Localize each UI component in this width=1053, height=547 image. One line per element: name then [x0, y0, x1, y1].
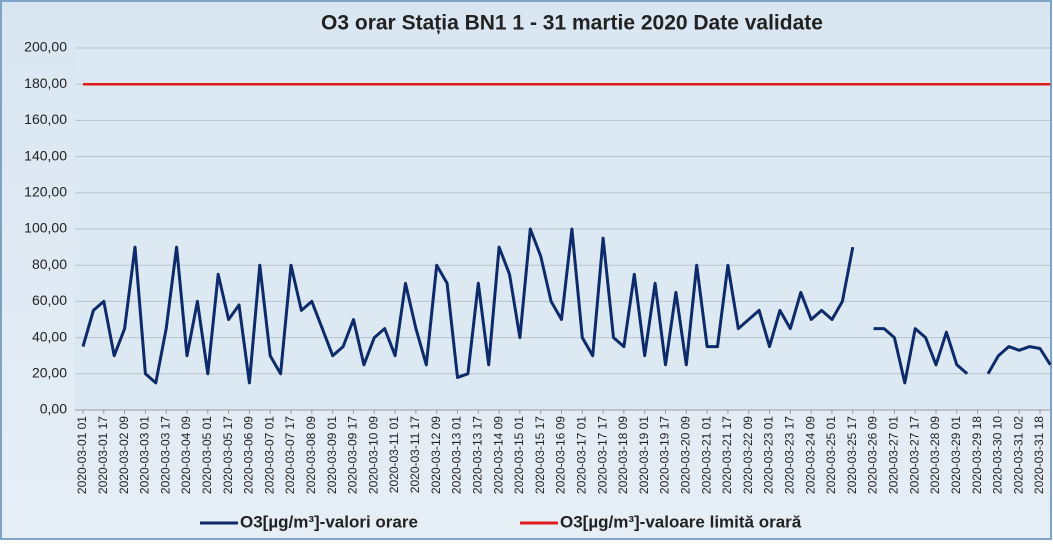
x-tick-label: 2020-03-29 18	[970, 416, 984, 494]
x-tick-label: 2020-03-29 01	[949, 416, 963, 494]
x-tick-label: 2020-03-10 09	[366, 416, 380, 494]
x-tick-label: 2020-03-08 09	[304, 416, 318, 494]
x-tick-label: 2020-03-19 01	[637, 416, 651, 494]
x-tick-label: 2020-03-12 09	[429, 416, 443, 494]
x-tick-label: 2020-03-17 17	[595, 416, 609, 494]
x-tick-label: 2020-03-27 01	[887, 416, 901, 494]
x-tick-label: 2020-03-30 10	[991, 416, 1005, 494]
y-tick-label: 0,00	[40, 401, 67, 417]
x-tick-label: 2020-03-19 17	[658, 416, 672, 494]
x-tick-label: 2020-03-01 01	[75, 416, 89, 494]
x-tick-label: 2020-03-11 01	[387, 416, 401, 494]
x-tick-label: 2020-03-09 17	[346, 416, 360, 494]
x-tick-label: 2020-03-13 17	[470, 416, 484, 494]
x-tick-label: 2020-03-22 09	[741, 416, 755, 494]
x-tick-label: 2020-03-07 01	[262, 416, 276, 494]
x-tick-label: 2020-03-28 09	[928, 416, 942, 494]
x-tick-label: 2020-03-23 01	[762, 416, 776, 494]
y-tick-label: 160,00	[24, 111, 67, 127]
x-tick-label: 2020-03-31 02	[1011, 416, 1025, 494]
x-tick-label: 2020-03-04 09	[179, 416, 193, 494]
x-tick-label: 2020-03-13 01	[450, 416, 464, 494]
y-tick-label: 200,00	[24, 39, 67, 55]
x-tick-label: 2020-03-11 17	[408, 416, 422, 494]
y-tick-label: 140,00	[24, 147, 67, 163]
x-tick-label: 2020-03-23 17	[783, 416, 797, 494]
x-tick-label: 2020-03-15 01	[512, 416, 526, 494]
x-tick-label: 2020-03-05 01	[200, 416, 214, 494]
x-tick-label: 2020-03-31 18	[1032, 416, 1046, 494]
y-tick-label: 20,00	[32, 365, 67, 381]
y-tick-label: 100,00	[24, 220, 67, 236]
legend-label: O3[µg/m³]-valori orare	[240, 512, 418, 531]
x-tick-label: 2020-03-25 17	[845, 416, 859, 494]
y-tick-label: 120,00	[24, 184, 67, 200]
y-tick-label: 40,00	[32, 328, 67, 344]
series-line	[81, 227, 1052, 385]
x-tick-label: 2020-03-02 09	[117, 416, 131, 494]
x-tick-label: 2020-03-16 09	[554, 416, 568, 494]
x-tick-label: 2020-03-17 01	[574, 416, 588, 494]
x-tick-label: 2020-03-09 01	[325, 416, 339, 494]
x-tick-label: 2020-03-03 17	[158, 416, 172, 494]
x-tick-label: 2020-03-01 17	[96, 416, 110, 494]
x-tick-label: 2020-03-05 17	[221, 416, 235, 494]
x-tick-label: 2020-03-06 09	[242, 416, 256, 494]
x-tick-label: 2020-03-07 17	[283, 416, 297, 494]
x-tick-label: 2020-03-24 09	[803, 416, 817, 494]
x-tick-label: 2020-03-03 01	[138, 416, 152, 494]
x-tick-label: 2020-03-18 09	[616, 416, 630, 494]
x-tick-label: 2020-03-25 01	[824, 416, 838, 494]
x-tick-label: 2020-03-15 17	[533, 416, 547, 494]
x-tick-label: 2020-03-20 09	[678, 416, 692, 494]
x-tick-label: 2020-03-21 17	[720, 416, 734, 494]
chart-title: O3 orar Stația BN1 1 - 31 martie 2020 Da…	[321, 12, 823, 35]
y-tick-label: 60,00	[32, 292, 67, 308]
y-tick-label: 180,00	[24, 75, 67, 91]
x-tick-label: 2020-03-14 09	[491, 416, 505, 494]
legend-label: O3[µg/m³]-valoare limită orară	[560, 512, 802, 531]
x-tick-label: 2020-03-21 01	[699, 416, 713, 494]
x-tick-label: 2020-03-26 09	[866, 416, 880, 494]
y-tick-label: 80,00	[32, 256, 67, 272]
x-tick-label: 2020-03-27 17	[907, 416, 921, 494]
